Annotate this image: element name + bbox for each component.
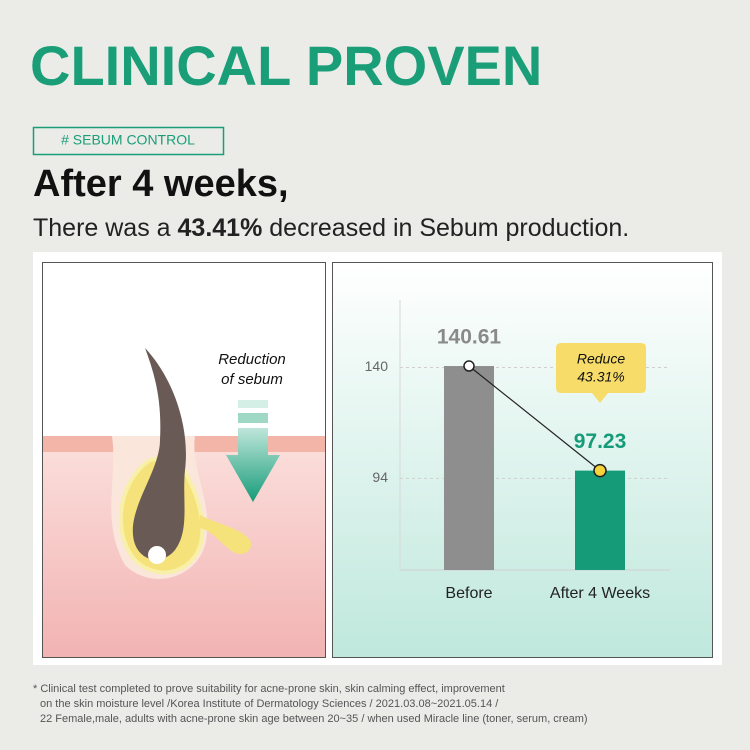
sebum-drop xyxy=(200,515,251,554)
footnote: on the skin moisture level /Korea Instit… xyxy=(40,698,499,710)
title: CLINICAL PROVEN xyxy=(30,34,542,97)
footnote: * Clinical test completed to prove suita… xyxy=(33,683,505,695)
annotation: Reduce xyxy=(577,351,625,367)
headline: After 4 weeks, xyxy=(33,163,289,205)
chart-frame xyxy=(332,262,713,658)
subtitle-bold: 43.41% xyxy=(178,214,263,242)
arrow-stripe xyxy=(238,400,268,408)
chart: 94 140 Before 140.61 After 4 Weeks 97.23 Reduc… xyxy=(365,300,670,602)
hair xyxy=(132,348,186,560)
point xyxy=(593,463,607,478)
subtitle-part: decreased in Sebum production. xyxy=(262,214,629,242)
subtitle-part: There was a xyxy=(33,214,178,242)
subtitle: There was a 43.41% decreased in Sebum pr… xyxy=(33,214,629,242)
point xyxy=(463,360,475,372)
connector xyxy=(468,365,601,472)
illus-label: of sebum xyxy=(221,371,283,388)
tag-box xyxy=(32,126,225,156)
annotation: 43.31% xyxy=(577,369,624,385)
arrow-stripe xyxy=(238,413,268,423)
value-label: 140.61 xyxy=(437,326,502,349)
y-tick-label: 140 xyxy=(365,358,389,374)
root xyxy=(148,546,166,564)
callout xyxy=(556,343,646,403)
arrow xyxy=(226,428,280,502)
bar xyxy=(575,470,625,570)
value-label: 97.23 xyxy=(574,430,627,453)
x-tick-label: After 4 Weeks xyxy=(550,585,650,602)
y-tick-label: 94 xyxy=(372,469,388,485)
bar xyxy=(444,366,494,570)
x-tick-label: Before xyxy=(445,585,492,602)
illus-label: Reduction xyxy=(218,351,286,368)
footnote: 22 Female,male, adults with acne-prone s… xyxy=(40,713,588,725)
illustration: Reduction of sebum xyxy=(42,262,326,658)
tag: # SEBUM CONTROL xyxy=(61,132,195,148)
